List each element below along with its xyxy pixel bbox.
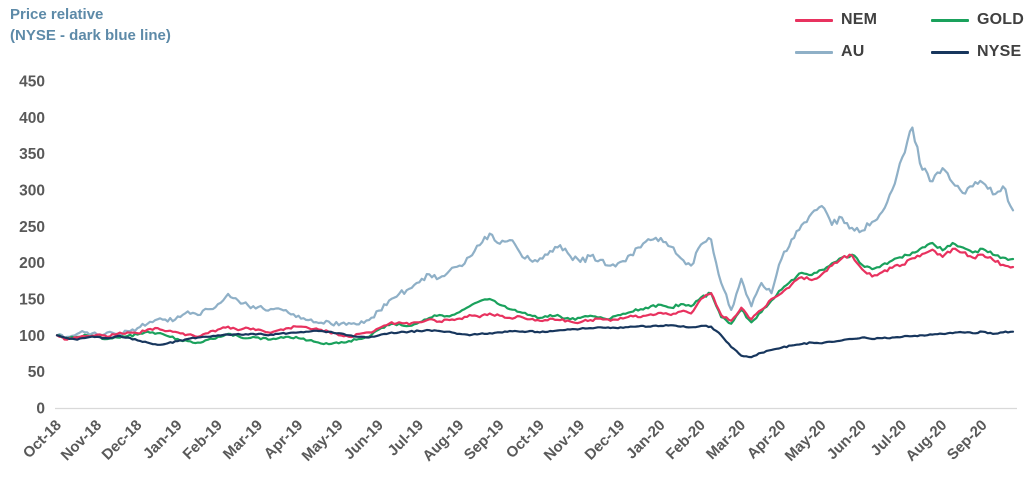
x-tick-label: Jun-20 [824, 417, 870, 463]
au-line-swatch [795, 50, 833, 54]
series-line-gold [55, 241, 1015, 346]
x-tick-label: Dec-18 [99, 417, 146, 464]
y-tick-label: 0 [36, 401, 45, 418]
x-tick-label: Nov-18 [58, 417, 105, 464]
legend-item-nyse: NYSE [931, 41, 1021, 63]
x-tick-label: May-20 [782, 417, 830, 465]
legend-label-au: AU [841, 43, 865, 60]
x-tick-label: Nov-19 [541, 417, 588, 464]
x-tick-label: Oct-19 [503, 417, 548, 462]
legend-item-au: AU [795, 41, 865, 63]
x-tick-label: Apr-20 [744, 417, 790, 463]
legend-item-gold: GOLD [931, 9, 1024, 31]
series-line-nem [55, 247, 1015, 341]
x-tick-label: Oct-18 [20, 417, 65, 462]
legend-label-nem: NEM [841, 11, 878, 28]
x-tick-label: Aug-19 [419, 417, 467, 465]
y-tick-label: 350 [19, 146, 45, 163]
x-tick-label: Feb-19 [180, 417, 226, 463]
x-tick-label: Mar-20 [703, 417, 749, 463]
chart-title-line2: (NYSE - dark blue line) [10, 27, 171, 44]
series-line-au [55, 126, 1015, 340]
nyse-line-swatch [931, 50, 969, 54]
y-tick-label: 50 [28, 364, 45, 381]
y-tick-label: 100 [19, 328, 45, 345]
x-tick-label: Mar-19 [220, 417, 266, 463]
legend-label-gold: GOLD [977, 11, 1024, 28]
x-tick-label: Jun-19 [341, 417, 387, 463]
legend-item-nem: NEM [795, 9, 877, 31]
y-tick-label: 400 [19, 110, 45, 127]
x-tick-label: Sep-20 [944, 417, 991, 464]
series-line-nyse [55, 324, 1015, 359]
x-tick-label: Jan-19 [140, 417, 186, 463]
x-tick-label: Jan-20 [623, 417, 669, 463]
gold-line-swatch [931, 18, 969, 22]
x-tick-label: Apr-19 [261, 417, 307, 463]
chart-title: Price relative (NYSE - dark blue line) [10, 4, 171, 46]
nem-line-swatch [795, 18, 833, 22]
y-tick-label: 150 [19, 292, 45, 309]
y-tick-label: 200 [19, 255, 45, 272]
legend-label-nyse: NYSE [977, 43, 1022, 60]
y-tick-label: 450 [19, 74, 45, 91]
x-tick-label: Feb-20 [663, 417, 709, 463]
x-tick-label: Aug-20 [902, 417, 950, 465]
y-tick-label: 300 [19, 183, 45, 200]
chart-title-line1: Price relative [10, 6, 104, 23]
y-tick-label: 250 [19, 219, 45, 236]
x-tick-label: May-19 [299, 417, 347, 465]
x-tick-label: Sep-19 [461, 417, 508, 464]
x-tick-label: Dec-19 [582, 417, 629, 464]
